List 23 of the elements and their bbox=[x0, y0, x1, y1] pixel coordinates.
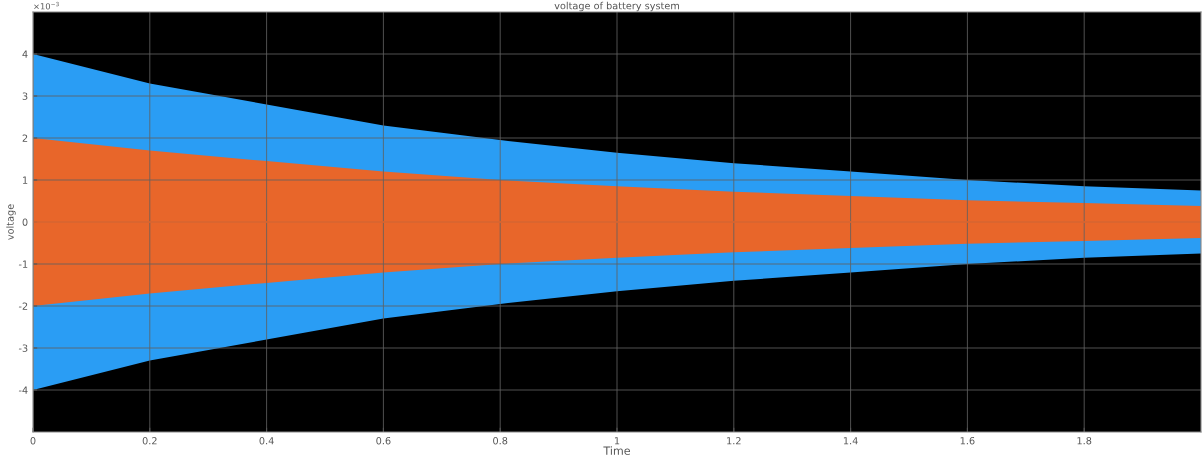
y-tick-label: 3 bbox=[22, 92, 28, 100]
y-tick-label: 4 bbox=[22, 50, 28, 58]
chart-title: voltage of battery system bbox=[554, 1, 679, 12]
y-tick-label: -2 bbox=[18, 302, 28, 310]
x-tick-label: 1.8 bbox=[1077, 437, 1092, 445]
x-tick-label: 1.4 bbox=[843, 437, 858, 445]
x-tick-label: 0.2 bbox=[142, 437, 157, 445]
x-tick-label: 0.4 bbox=[259, 437, 274, 445]
x-tick-label: 0.8 bbox=[493, 437, 508, 445]
y-tick-label: 1 bbox=[23, 176, 28, 184]
y-axis-title: voltage bbox=[6, 204, 16, 240]
y-tick-label: -3 bbox=[18, 344, 28, 352]
x-tick-label: 1.2 bbox=[727, 437, 741, 445]
text: ×10$^{−3}$ bbox=[34, 1, 59, 10]
y-tick-label: -1 bbox=[18, 260, 28, 268]
x-axis-title: Time bbox=[603, 446, 630, 455]
y-tick-label: 0 bbox=[22, 218, 28, 226]
y-tick-label: 2 bbox=[22, 134, 28, 142]
x-tick-label: 0.6 bbox=[376, 437, 391, 445]
x-tick-label: 0 bbox=[30, 437, 36, 445]
y-tick-label: -4 bbox=[18, 386, 28, 394]
x-tick-label: 1.6 bbox=[960, 437, 975, 445]
x-tick-label: 1 bbox=[614, 437, 620, 445]
